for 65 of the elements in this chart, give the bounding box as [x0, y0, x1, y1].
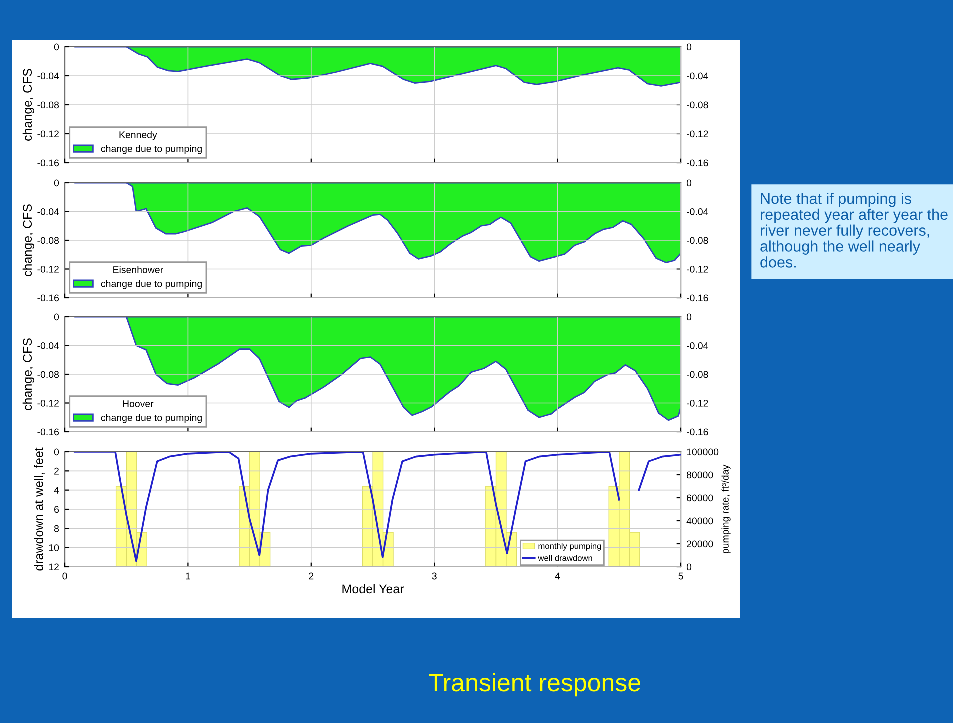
y-tick-label: 0 — [54, 180, 60, 187]
y2-tick-label: 60000 — [687, 494, 714, 502]
y-tick-label: 4 — [54, 487, 60, 494]
text: Note that if pumping is repeated year after year the river never fully recovers, although the well nearly does. — [760, 193, 948, 268]
y-tick-label: -0.16 — [38, 160, 60, 167]
y-tick-label: 0 — [54, 44, 60, 51]
y-tick-label: 0 — [54, 314, 60, 321]
y-axis-title: change, CFS — [22, 338, 35, 410]
y2-tick-label: -0.08 — [686, 237, 708, 244]
y2-tick-label: -0.12 — [686, 130, 708, 138]
y2-tick-label: -0.12 — [686, 266, 708, 273]
y-tick-label: -0.16 — [38, 294, 60, 302]
y2-tick-label: -0.08 — [686, 102, 708, 109]
y-axis-title: change, CFS — [22, 204, 35, 276]
y2-tick-label: 40000 — [686, 518, 714, 525]
legend-label: change due to pumping — [101, 280, 202, 290]
y2-tick-label: -0.12 — [686, 400, 708, 407]
x-tick-label: 2 — [309, 572, 314, 580]
y2-tick-label: -0.04 — [686, 208, 708, 216]
y-tick-label: 8 — [54, 525, 60, 532]
y-axis-title: drawdown at well, feet — [34, 448, 45, 571]
x-axis-title: Model Year — [342, 584, 404, 594]
y2-tick-label: -0.16 — [686, 294, 708, 302]
legend-label: well drawdown — [538, 555, 592, 562]
y-tick-label: 6 — [54, 506, 60, 514]
y2-tick-label: 20000 — [687, 540, 714, 548]
y2-tick-label: 0 — [686, 180, 692, 187]
legend-title: Kennedy — [120, 131, 158, 140]
y-tick-label: -0.12 — [38, 400, 59, 407]
legend-label: change due to pumping — [101, 414, 202, 424]
y-tick-label: -0.04 — [38, 208, 60, 216]
y2-tick-label: 0 — [686, 564, 692, 571]
y2-tick-label: 0 — [686, 314, 692, 321]
text: Transient response — [429, 673, 640, 697]
x-tick-label: 5 — [678, 572, 684, 580]
y2-tick-label: 0 — [686, 44, 692, 51]
y2-tick-label: -0.04 — [686, 72, 708, 80]
y-tick-label: 12 — [49, 564, 59, 571]
y-tick-label: -0.04 — [38, 72, 60, 80]
y-tick-label: -0.08 — [38, 371, 60, 378]
y2-tick-label: -0.04 — [686, 342, 708, 350]
y2-tick-label: -0.16 — [686, 160, 708, 167]
y-tick-label: 10 — [49, 544, 60, 552]
legend-label: change due to pumping — [101, 145, 202, 154]
y2-axis-title: pumping rate, ft³/day — [722, 464, 731, 554]
y2-tick-label: -0.16 — [686, 428, 708, 436]
y-tick-label: -0.12 — [38, 130, 59, 138]
y-tick-label: -0.12 — [38, 266, 59, 273]
x-tick-label: 3 — [432, 572, 437, 580]
y-tick-label: -0.16 — [38, 428, 60, 436]
y2-tick-label: -0.08 — [686, 371, 708, 378]
y-tick-label: -0.08 — [38, 102, 60, 109]
y2-tick-label: 80000 — [686, 472, 714, 479]
x-tick-label: 4 — [555, 572, 560, 580]
legend-label: monthly pumping — [538, 543, 602, 551]
y-tick-label: 2 — [54, 468, 59, 475]
y-tick-label: -0.08 — [38, 237, 60, 244]
x-tick-label: 0 — [62, 572, 68, 580]
legend-title: Hoover — [123, 400, 154, 408]
y-axis-title: change, CFS — [22, 69, 35, 141]
y-tick-label: 0 — [54, 448, 60, 456]
x-tick-label: 1 — [186, 572, 190, 580]
y-tick-label: -0.04 — [38, 342, 60, 350]
y2-tick-label: 100000 — [687, 448, 719, 456]
legend-title: Eisenhower — [114, 266, 164, 274]
